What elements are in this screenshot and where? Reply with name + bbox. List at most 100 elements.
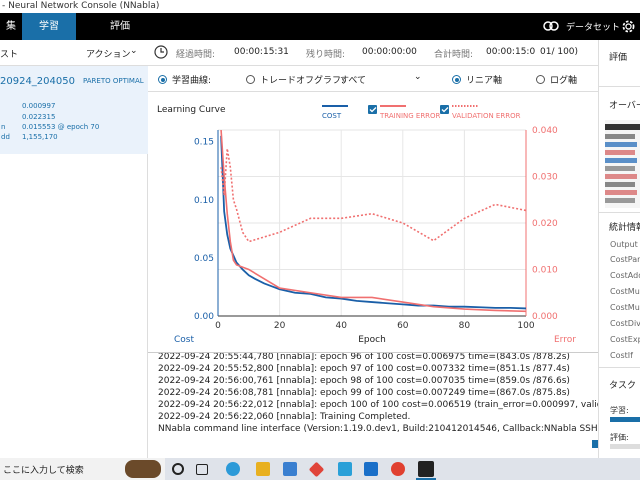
- log-line: 2022-09-24 20:55:52,800 [nnabla]: epoch …: [158, 364, 570, 374]
- app-vscode-icon[interactable]: [338, 462, 352, 476]
- monkey-widget-icon[interactable]: [125, 460, 161, 478]
- stats-item: CostIf: [610, 351, 633, 360]
- stats-item: CostDiv: [610, 319, 640, 328]
- search-placeholder: ここに入力して検索: [3, 466, 84, 476]
- result-item[interactable]: 20924_204050 PARETO OPTIMAL 0.000997 0.0…: [0, 66, 148, 154]
- stat-value: 0.022315: [22, 113, 56, 121]
- app-red-icon[interactable]: [308, 461, 325, 478]
- store-icon[interactable]: [283, 462, 297, 476]
- log-axis-radio[interactable]: [536, 75, 545, 84]
- learning-curve-label: 学習曲線:: [172, 76, 212, 86]
- pareto-badge: PARETO OPTIMAL: [83, 77, 144, 85]
- stats-item: CostPara: [610, 255, 640, 264]
- series-line-cost: [220, 135, 527, 310]
- time-bar: 経過時間: 00:00:15:31 残り時間: 00:00:00:00 合計時間…: [148, 40, 598, 66]
- edge-icon[interactable]: [226, 462, 240, 476]
- train-progress-bar: [610, 417, 640, 422]
- tab-edit[interactable]: 集: [6, 21, 16, 32]
- y-left-tick-label: 0.10: [194, 196, 214, 206]
- y-right-tick-label: 0.020: [532, 219, 558, 229]
- stats-item: CostExp: [610, 335, 640, 344]
- gear-icon[interactable]: [620, 18, 637, 35]
- log-line: NNabla command line interface (Version:1…: [158, 424, 598, 434]
- log-line: 2022-09-24 20:56:22,060 [nnabla]: Traini…: [158, 412, 411, 422]
- dataset-icon[interactable]: [543, 19, 559, 33]
- y-right-axis-label: Error: [554, 335, 576, 345]
- log-line: 2022-09-24 20:55:44,780 [nnabla]: epoch …: [158, 352, 570, 362]
- log-line: 2022-09-24 20:56:00,761 [nnabla]: epoch …: [158, 376, 570, 386]
- legend-checkbox: [368, 105, 377, 114]
- y-left-tick-label: 0.00: [194, 312, 214, 322]
- action-menu-button[interactable]: アクション: [86, 50, 131, 60]
- log-console: 2022-09-24 20:55:44,780 [nnabla]: epoch …: [148, 352, 598, 458]
- overview-title: オーバービ: [609, 101, 640, 111]
- linear-axis-radio[interactable]: [452, 75, 461, 84]
- eval-progress-bar: [610, 444, 640, 449]
- series-line-training-error: [220, 129, 527, 313]
- chevron-down-icon[interactable]: ⌄: [130, 46, 138, 56]
- widgets-icon[interactable]: [196, 464, 208, 475]
- dataset-label[interactable]: データセット: [566, 23, 621, 33]
- y-left-tick-label: 0.15: [194, 138, 214, 148]
- elapsed-value: 00:00:15:31: [234, 47, 289, 57]
- remaining-label: 残り時間:: [306, 50, 346, 60]
- check-icon: [441, 107, 449, 113]
- stats-item: CostMu: [610, 303, 640, 312]
- elapsed-label: 経過時間:: [176, 50, 216, 60]
- result-list-panel: スト アクション ⌄ 20924_204050 PARETO OPTIMAL 0…: [0, 40, 148, 458]
- stat-value: 1,155,170: [22, 133, 58, 141]
- x-axis-label: Epoch: [358, 335, 386, 345]
- stat-key: n: [1, 123, 6, 131]
- overview-thumbnail[interactable]: [605, 120, 640, 208]
- log-scrollbar[interactable]: [592, 440, 598, 448]
- folder-icon[interactable]: [256, 462, 270, 476]
- taskbar-search[interactable]: ここに入力して検索: [0, 458, 165, 480]
- window-title: - Neural Network Console (NNabla): [0, 0, 640, 13]
- stats-item: CostAdd: [610, 271, 640, 280]
- task-train-label: 学習:: [610, 406, 629, 415]
- stats-item: CostMu: [610, 287, 640, 296]
- y-right-tick-label: 0.030: [532, 173, 558, 183]
- legend-label: TRAINING ERROR: [379, 112, 441, 120]
- tradeoff-radio[interactable]: [246, 75, 255, 84]
- learning-curve-chart: 0 20 40 60 80 100 0.000 0.010 0.020 0.030 0.040 0.0…: [148, 92, 598, 350]
- tab-evaluate[interactable]: 評価: [110, 21, 130, 32]
- result-list-label: スト: [0, 50, 19, 60]
- x-tick-label: 0: [215, 321, 221, 331]
- x-tick-label: 60: [397, 321, 409, 331]
- task-title: タスク: [609, 381, 637, 391]
- y-right-tick-label: 0.010: [532, 266, 558, 276]
- total-value: 00:00:15:0: [486, 47, 536, 57]
- stat-value: 0.015553 @ epoch 70: [22, 123, 100, 131]
- learning-curve-radio[interactable]: [158, 75, 167, 84]
- task-view-icon[interactable]: [172, 463, 184, 475]
- y-left-tick-label: 0.05: [194, 254, 214, 264]
- view-options-bar: 学習曲線: トレードオフグラフ: すべて ⌄ リニア軸 ログ軸: [148, 66, 598, 92]
- taskbar: ここに入力して検索: [0, 458, 640, 480]
- y-right-tick-label: 0.040: [532, 126, 558, 136]
- right-panel: 評価 オーバービ 統計情報 Output CostPara CostAdd Co…: [598, 40, 640, 458]
- legend-label: VALIDATION ERROR: [452, 112, 521, 120]
- x-tick-label: 40: [335, 321, 347, 331]
- chart-title: Learning Curve: [157, 105, 226, 115]
- stats-item: Output: [610, 240, 638, 249]
- divider: [599, 212, 640, 213]
- check-icon: [369, 107, 377, 113]
- divider: [599, 86, 640, 87]
- x-tick-label: 80: [459, 321, 471, 331]
- tradeoff-label: トレードオフグラフ:: [260, 76, 345, 86]
- tab-train[interactable]: 学習: [22, 13, 76, 40]
- stat-key: dd: [1, 133, 10, 141]
- chevron-down-icon[interactable]: ⌄: [414, 72, 422, 82]
- result-name: 20924_204050: [0, 76, 75, 87]
- app-bar: 集 学習 評価 データセット: [0, 13, 640, 40]
- mail-icon[interactable]: [364, 462, 378, 476]
- eval-title: 評価: [609, 53, 628, 63]
- log-line: 2022-09-24 20:56:22,012 [nnabla]: epoch …: [158, 400, 598, 410]
- tradeoff-select[interactable]: すべて: [340, 76, 367, 86]
- stat-value: 0.000997: [22, 102, 56, 110]
- stats-title: 統計情報: [609, 223, 640, 233]
- chrome-icon[interactable]: [391, 462, 405, 476]
- nnc-app-icon[interactable]: [418, 461, 434, 477]
